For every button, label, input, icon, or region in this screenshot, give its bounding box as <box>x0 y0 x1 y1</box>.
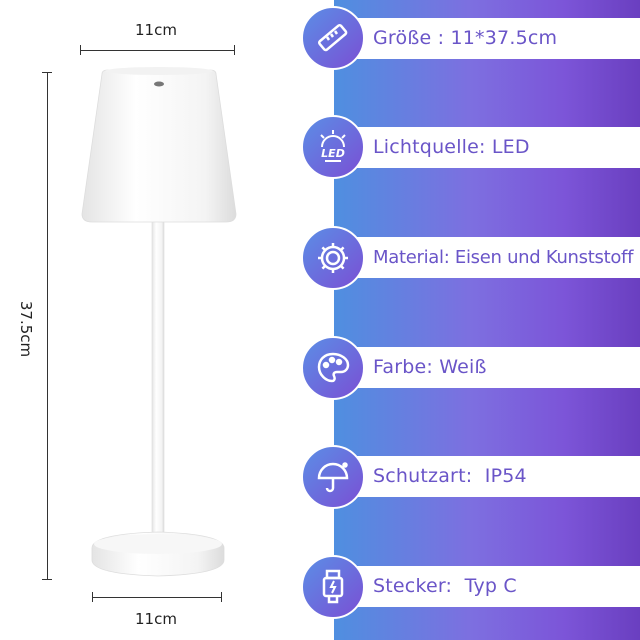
lamp-stem <box>151 214 165 536</box>
height-label: 37.5cm <box>17 300 35 358</box>
palette-icon <box>301 336 365 400</box>
gear-icon <box>301 226 365 290</box>
dimension-tick <box>42 579 52 580</box>
spec-row-protection <box>334 456 640 497</box>
spec-row-light <box>334 127 640 168</box>
touch-button <box>154 81 164 87</box>
umbrella-icon <box>301 445 365 509</box>
lamp-image <box>81 67 237 577</box>
color-label: Farbe: Weiß <box>373 356 487 378</box>
width-dimension-line-top <box>80 50 235 51</box>
height-dimension-line <box>47 72 48 580</box>
connector-label: Stecker: Typ C <box>373 575 517 597</box>
width-dimension-line-bottom <box>92 597 222 598</box>
usb-c-icon <box>301 555 365 619</box>
spec-row-material <box>334 237 640 278</box>
protection-label: Schutzart: IP54 <box>373 465 527 487</box>
spec-row-color <box>334 347 640 388</box>
gradient-background <box>334 0 640 640</box>
size-label: Größe : 11*37.5cm <box>373 27 558 49</box>
lamp-shade <box>81 69 237 223</box>
svg-text:LED: LED <box>321 147 345 160</box>
dimension-tick <box>80 45 81 55</box>
ruler-icon <box>301 6 365 70</box>
dimension-tick <box>92 592 93 602</box>
spec-row-connector <box>334 566 640 607</box>
width-label-bottom: 11cm <box>135 610 177 628</box>
dimension-tick <box>221 592 222 602</box>
material-label: Material: Eisen und Kunststoff <box>373 247 634 268</box>
width-label-top: 11cm <box>135 21 177 39</box>
spec-row-size <box>334 18 640 59</box>
light-source-label: Lichtquelle: LED <box>373 136 530 158</box>
dimension-tick <box>42 72 52 73</box>
dimension-tick <box>234 45 235 55</box>
led-icon: LED <box>301 115 365 179</box>
